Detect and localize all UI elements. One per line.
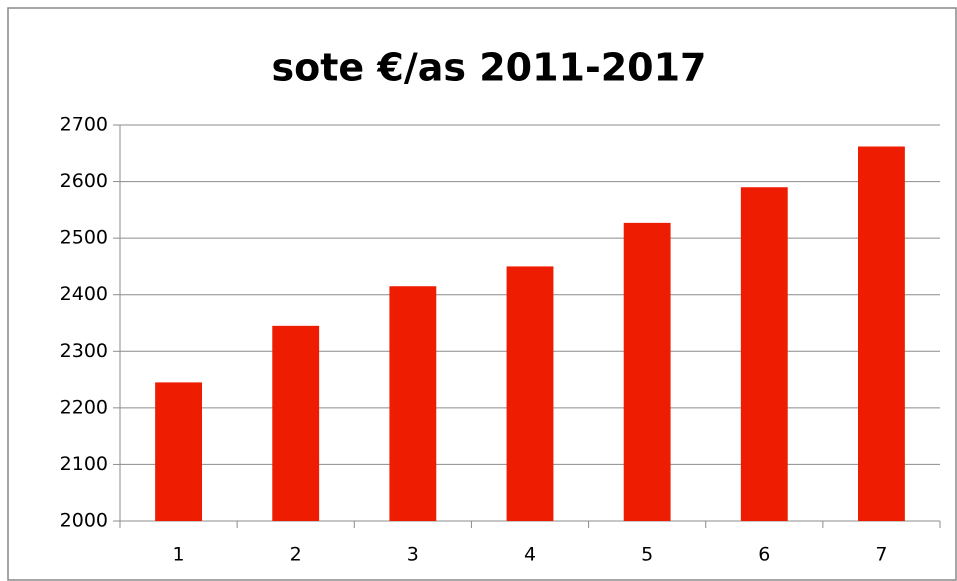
- y-tick-label: 2000: [60, 510, 108, 532]
- chart-frame: [7, 7, 957, 581]
- chart-title: sote €/as 2011-2017: [272, 46, 707, 90]
- x-tick-label: 4: [524, 544, 536, 566]
- x-tick-label: 3: [407, 544, 419, 566]
- bar: [155, 382, 202, 521]
- y-tick-label: 2300: [60, 340, 108, 362]
- x-tick-label: 1: [173, 544, 185, 566]
- y-tick-label: 2500: [60, 227, 108, 249]
- bar: [272, 325, 320, 521]
- bar: [623, 222, 671, 521]
- bar: [858, 146, 905, 522]
- y-tick-label: 2700: [60, 114, 108, 136]
- y-tick-label: 2400: [60, 283, 108, 305]
- x-tick-label: 2: [290, 544, 302, 566]
- bar: [389, 286, 437, 521]
- y-tick-label: 2100: [60, 453, 108, 475]
- x-tick-label: 5: [641, 544, 653, 566]
- x-tick-label: 6: [758, 544, 770, 566]
- bar: [506, 266, 554, 521]
- y-tick-label: 2600: [60, 170, 108, 192]
- bar: [740, 187, 788, 521]
- x-tick-label: 7: [875, 544, 887, 566]
- y-tick-label: 2200: [60, 396, 108, 418]
